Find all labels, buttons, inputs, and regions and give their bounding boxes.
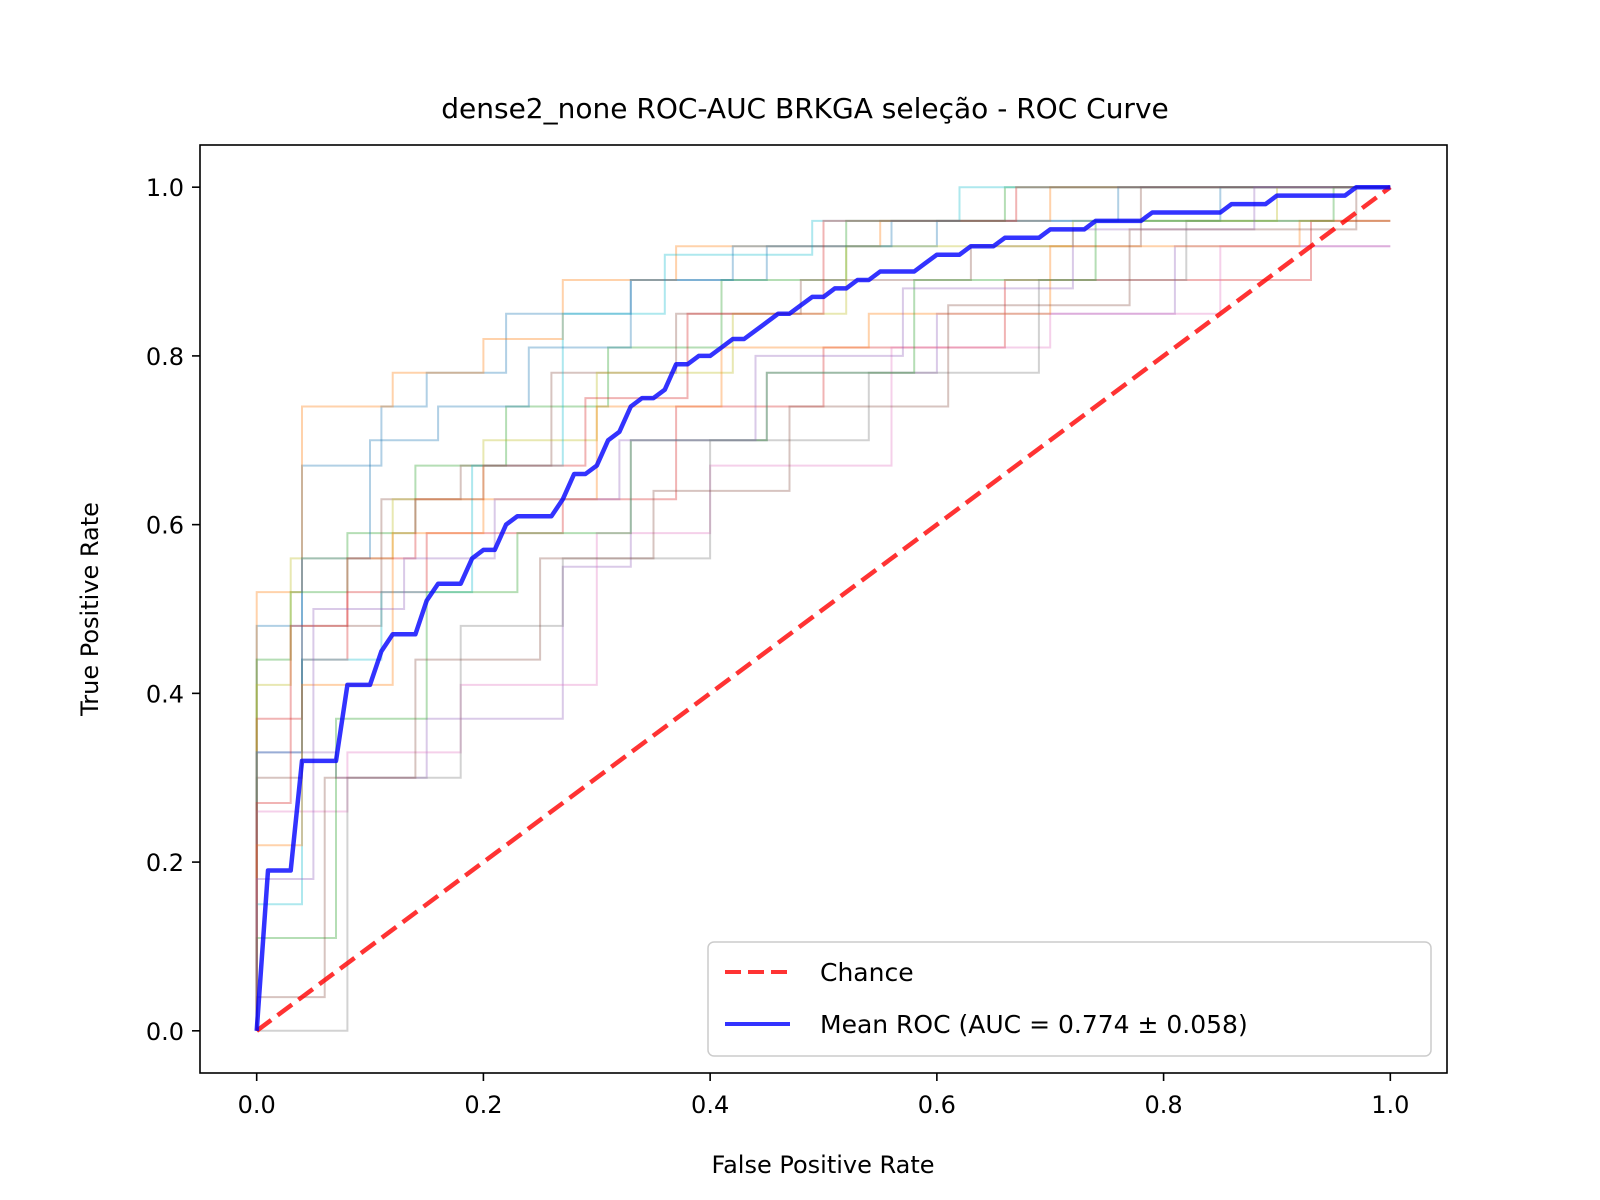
fold-roc-curve-14	[255, 186, 1391, 1031]
fold-curves	[255, 186, 1391, 1032]
legend: Chance Mean ROC (AUC = 0.774 ± 0.058)	[707, 941, 1432, 1057]
legend-label-mean-roc: Mean ROC (AUC = 0.774 ± 0.058)	[820, 1010, 1248, 1039]
y-tick-label: 0.8	[146, 343, 184, 371]
x-axis-ticks: 0.0 0.2 0.4 0.6 0.8 1.0	[238, 1073, 1409, 1119]
plot-area	[254, 184, 1392, 1033]
fold-roc-curve-2	[255, 186, 1391, 1031]
fold-roc-curve-1	[255, 186, 1391, 1031]
x-tick-label: 0.8	[1145, 1091, 1183, 1119]
y-axis-label: True Positive Rate	[76, 502, 104, 717]
x-tick-label: 0.2	[464, 1091, 502, 1119]
x-tick-label: 0.0	[238, 1091, 276, 1119]
fold-roc-curve-16	[255, 186, 1391, 1031]
fold-roc-curve-7	[255, 245, 1391, 1031]
fold-roc-curve-3	[255, 186, 1391, 1031]
fold-roc-curve-11	[255, 186, 1391, 1031]
fold-roc-curve-12	[255, 219, 1391, 1031]
x-tick-label: 0.4	[691, 1091, 729, 1119]
y-tick-label: 0.6	[146, 512, 184, 540]
legend-label-chance: Chance	[820, 958, 914, 987]
x-tick-label: 0.6	[918, 1091, 956, 1119]
fold-roc-curve-9	[255, 186, 1391, 1031]
chance-line	[255, 185, 1392, 1033]
fold-roc-curve-10	[255, 186, 1391, 1031]
fold-roc-curve-8	[256, 219, 1391, 1032]
y-tick-label: 0.4	[146, 680, 184, 708]
y-tick-label: 0.2	[146, 849, 184, 877]
chart-title: dense2_none ROC-AUC BRKGA seleção - ROC …	[441, 92, 1169, 125]
x-tick-label: 1.0	[1371, 1091, 1409, 1119]
x-axis-label: False Positive Rate	[711, 1151, 934, 1179]
y-axis-ticks: 0.0 0.2 0.4 0.6 0.8 1.0	[146, 174, 200, 1046]
fold-roc-curve-5	[255, 245, 1391, 1031]
mean-roc-line	[254, 184, 1391, 1031]
y-tick-label: 1.0	[146, 174, 184, 202]
legend-box	[707, 941, 1432, 1057]
series-lines	[254, 184, 1392, 1033]
y-tick-label: 0.0	[146, 1018, 184, 1046]
plot-frame	[199, 144, 1448, 1074]
